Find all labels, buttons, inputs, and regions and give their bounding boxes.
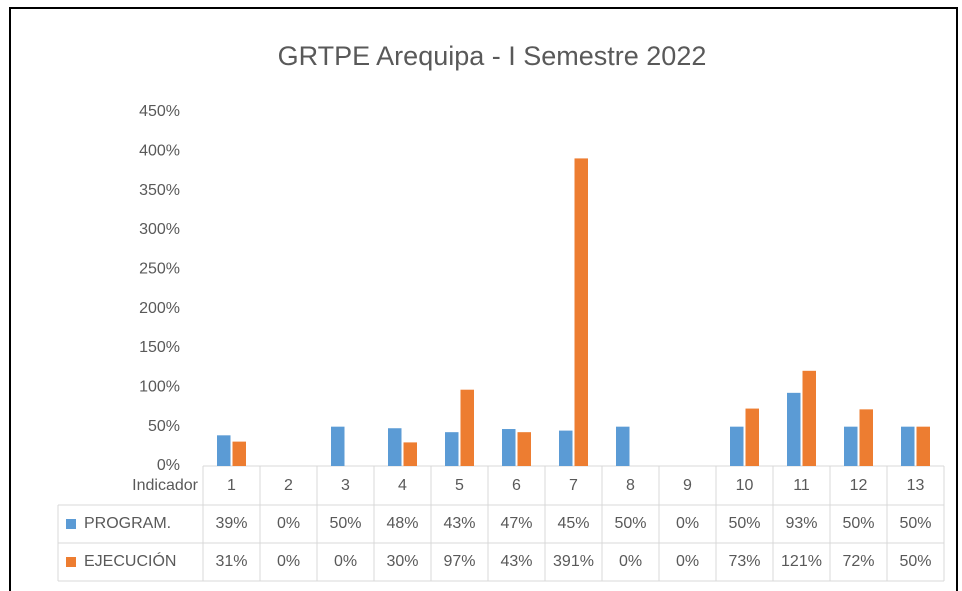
y-tick-label: 50% [148, 418, 180, 435]
bar [730, 426, 744, 466]
table-value: 50% [899, 515, 931, 532]
x-tick-label: 1 [227, 477, 236, 494]
x-tick-label: 5 [455, 477, 464, 494]
x-tick-label: 7 [569, 477, 578, 494]
bar [574, 158, 588, 466]
legend-key [66, 557, 76, 567]
y-tick-label: 300% [139, 221, 180, 238]
chart-title: GRTPE Arequipa - I Semestre 2022 [278, 41, 707, 71]
x-tick-label: 12 [850, 477, 868, 494]
y-tick-label: 150% [139, 339, 180, 356]
y-tick-label: 400% [139, 143, 180, 160]
x-tick-label: 2 [284, 477, 293, 494]
bar [844, 426, 858, 466]
table-value: 48% [386, 515, 418, 532]
table-value: 0% [334, 553, 357, 570]
legend-label: EJECUCIÓN [84, 551, 176, 570]
bar [787, 392, 801, 466]
x-tick-label: 6 [512, 477, 521, 494]
bar [232, 441, 246, 466]
table-header: Indicador [132, 477, 198, 494]
table-value: 121% [781, 553, 822, 570]
y-tick-label: 350% [139, 182, 180, 199]
table-value: 47% [500, 515, 532, 532]
chart-border [9, 7, 958, 591]
x-tick-label: 9 [683, 477, 692, 494]
bar [859, 409, 873, 466]
y-tick-label: 450% [139, 103, 180, 120]
x-tick-label: 4 [398, 477, 407, 494]
bar [916, 426, 930, 466]
table-value: 30% [386, 553, 418, 570]
y-tick-label: 0% [157, 457, 180, 474]
table-value: 43% [443, 515, 475, 532]
bar [403, 442, 417, 466]
x-tick-label: 10 [736, 477, 754, 494]
x-tick-label: 11 [793, 477, 810, 494]
table-value: 93% [785, 515, 817, 532]
bar [901, 426, 915, 466]
bar [331, 426, 345, 466]
table-value: 0% [619, 553, 642, 570]
table-value: 72% [842, 553, 874, 570]
bar [460, 389, 474, 466]
bar [616, 426, 630, 466]
y-tick-label: 100% [139, 379, 180, 396]
table-value: 50% [329, 515, 361, 532]
bar [445, 432, 459, 466]
table-value: 391% [553, 553, 594, 570]
bar [802, 370, 816, 466]
table-value: 50% [614, 515, 646, 532]
table-value: 50% [842, 515, 874, 532]
table-value: 0% [676, 553, 699, 570]
table-value: 31% [215, 553, 247, 570]
bar [745, 408, 759, 466]
x-tick-label: 8 [626, 477, 635, 494]
table-value: 45% [557, 515, 589, 532]
y-tick-label: 200% [139, 300, 180, 317]
table-value: 97% [443, 553, 475, 570]
table-value: 73% [728, 553, 760, 570]
table-value: 0% [676, 515, 699, 532]
table-value: 0% [277, 515, 300, 532]
table-value: 50% [899, 553, 931, 570]
table-value: 0% [277, 553, 300, 570]
table-value: 39% [215, 515, 247, 532]
x-tick-label: 3 [341, 477, 350, 494]
bar [502, 429, 516, 466]
bar [517, 432, 531, 466]
y-tick-label: 250% [139, 261, 180, 278]
table-value: 50% [728, 515, 760, 532]
table-value: 43% [500, 553, 532, 570]
legend-label: PROGRAM. [84, 515, 171, 532]
bar [217, 435, 231, 466]
bar [388, 428, 402, 466]
x-tick-label: 13 [907, 477, 925, 494]
bar [559, 430, 573, 466]
legend-key [66, 519, 76, 529]
